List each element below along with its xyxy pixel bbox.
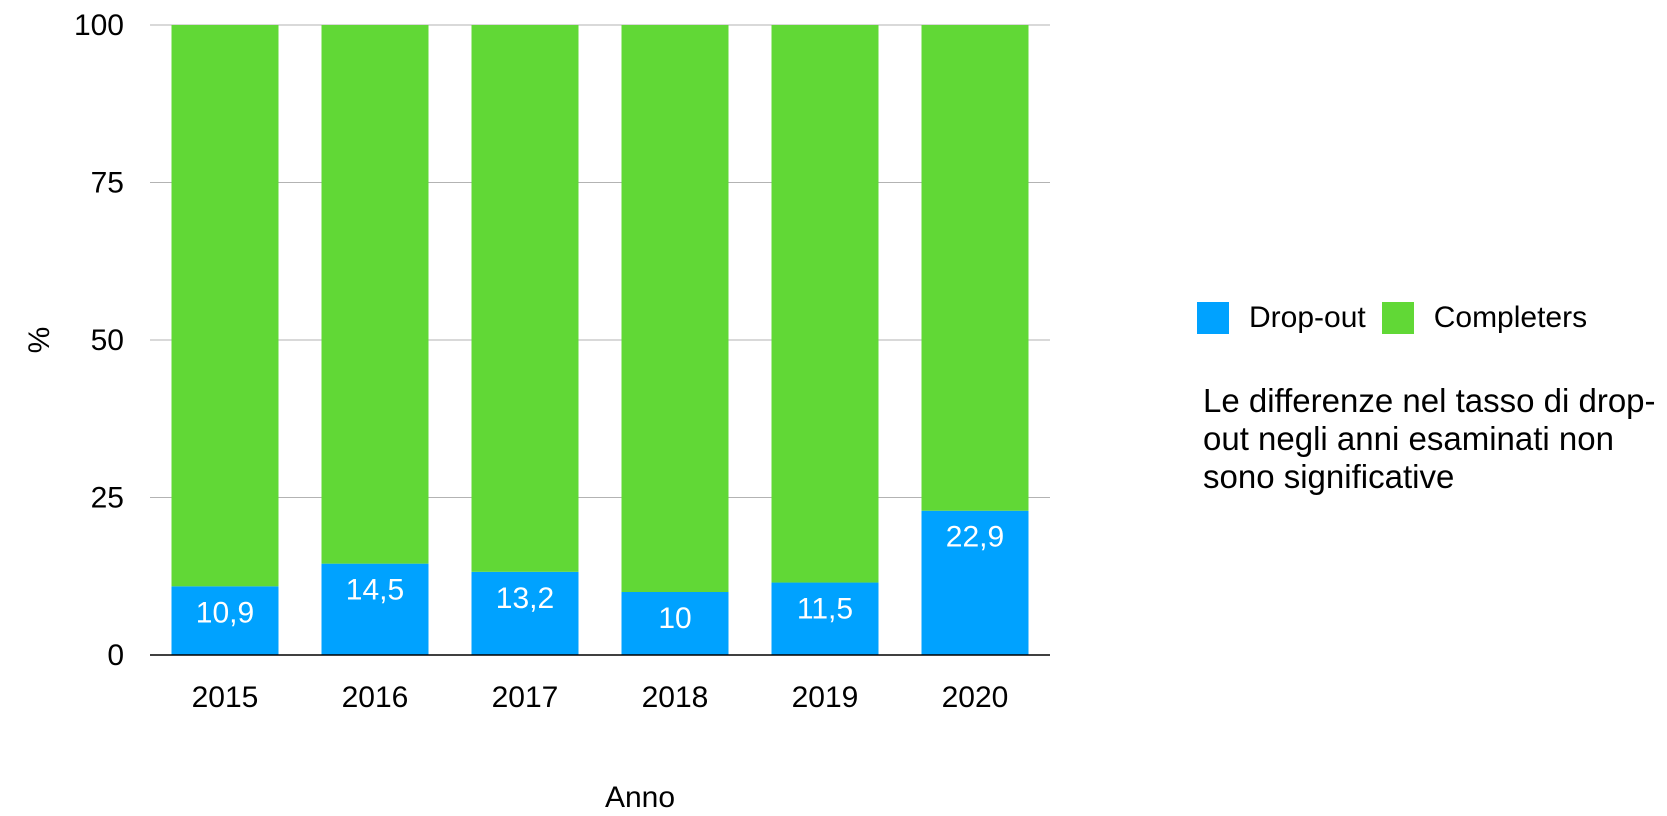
y-tick-label: 75 xyxy=(91,167,124,200)
bar-drop-out xyxy=(771,582,879,655)
bar-completers xyxy=(171,25,279,587)
x-tick-label: 2019 xyxy=(792,681,859,714)
bar-completers xyxy=(321,25,429,564)
x-tick-label: 2016 xyxy=(342,681,409,714)
legend-item-completers: Completers xyxy=(1381,301,1588,335)
axes: 0 25 50 75 100 2015 2016 2017 2018 2019 2020 xyxy=(74,9,1050,714)
bars xyxy=(171,25,1029,655)
x-tick-label: 2015 xyxy=(192,681,259,714)
data-labels: 10,9 14,5 13,2 10 11,5 22,9 xyxy=(196,521,1004,635)
x-tick-label: 2018 xyxy=(642,681,709,714)
data-label: 11,5 xyxy=(797,593,853,626)
data-label: 13,2 xyxy=(496,582,554,615)
y-tick-label: 100 xyxy=(74,9,124,42)
y-tick-label: 50 xyxy=(91,324,124,357)
x-tick-label: 2017 xyxy=(492,681,559,714)
annotation-note: Le differenze nel tasso di drop-out negl… xyxy=(1203,382,1656,495)
x-tick-label: 2020 xyxy=(942,681,1009,714)
bar-completers xyxy=(471,25,579,572)
x-axis-title: Anno xyxy=(605,781,675,814)
legend-swatch-drop-out xyxy=(1197,302,1229,334)
bar-drop-out xyxy=(171,586,279,655)
data-label: 10 xyxy=(658,602,691,635)
legend-label-completers: Completers xyxy=(1433,301,1588,334)
y-axis-title: % xyxy=(23,327,56,354)
data-label: 14,5 xyxy=(346,574,404,607)
legend: Drop-out Completers xyxy=(1197,301,1603,335)
bar-drop-out xyxy=(471,571,579,655)
bar-completers xyxy=(771,25,879,583)
data-label: 22,9 xyxy=(946,521,1004,554)
bar-completers xyxy=(621,25,729,592)
y-tick-label: 25 xyxy=(91,482,124,515)
data-label: 10,9 xyxy=(196,596,254,629)
legend-label-drop-out: Drop-out xyxy=(1249,301,1366,334)
y-tick-label: 0 xyxy=(107,639,124,672)
legend-swatch-completers xyxy=(1381,302,1414,334)
bar-completers xyxy=(921,25,1029,511)
grid-lines xyxy=(150,24,1050,498)
bar-drop-out xyxy=(621,592,729,655)
legend-item-drop-out: Drop-out xyxy=(1197,301,1366,335)
bar-drop-out xyxy=(921,510,1029,655)
bar-drop-out xyxy=(321,563,429,655)
